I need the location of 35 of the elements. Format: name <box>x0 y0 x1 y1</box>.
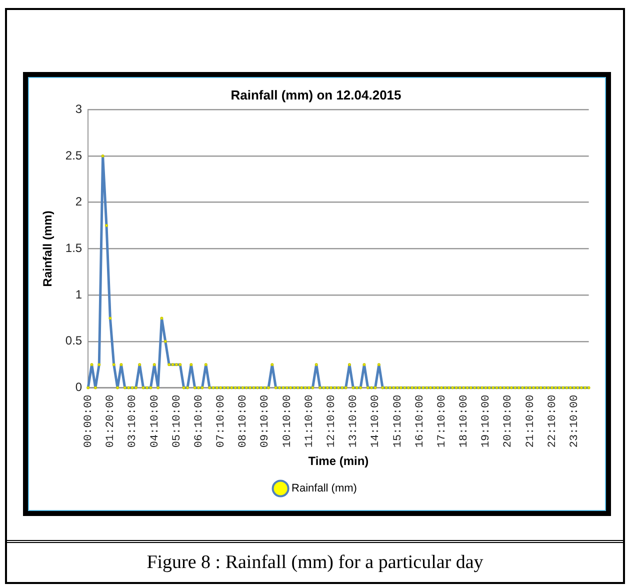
x-tick-label: 12:10:00 <box>326 394 338 448</box>
x-tick-label: 11:10:00 <box>304 394 316 448</box>
x-tick-label: 19:10:00 <box>480 394 493 448</box>
y-tick-label: 0.5 <box>65 334 82 348</box>
x-tick-label: 00:00:00 <box>82 394 95 448</box>
x-tick-label: 14:10:00 <box>370 394 382 448</box>
x-tick-label: 13:10:00 <box>348 394 360 448</box>
y-tick-label: 2 <box>75 194 82 209</box>
x-tick-label: 01:20:00 <box>105 394 118 448</box>
x-tick-label: 08:10:00 <box>238 394 250 448</box>
caption: Figure 8 : Rainfall (mm) for a particular day <box>7 540 623 583</box>
x-tick-label: 06:10:00 <box>193 394 206 448</box>
x-tick-label: 17:10:00 <box>436 394 448 448</box>
y-tick-label: 1.5 <box>65 241 82 256</box>
y-tick-label: 2.5 <box>65 148 82 162</box>
x-tick-label: 16:10:00 <box>414 394 426 448</box>
y-tick-label: 0 <box>75 380 82 394</box>
x-tick-label: 18:10:00 <box>458 394 471 448</box>
chart-title: Rainfall (mm) on 12.04.2015 <box>230 87 402 102</box>
x-tick-label: 15:10:00 <box>392 394 404 448</box>
x-tick-label: 07:10:00 <box>216 394 228 448</box>
x-axis-title: Time (min) <box>308 454 369 468</box>
x-tick-label: 04:10:00 <box>149 394 162 448</box>
x-tick-label: 22:10:00 <box>546 394 559 448</box>
x-tick-label: 03:10:00 <box>127 394 140 448</box>
x-tick-label: 10:10:00 <box>282 394 294 448</box>
y-axis-title: Rainfall (mm) <box>40 210 55 287</box>
y-tick-label: 1 <box>75 287 82 302</box>
x-tick-label: 20:10:00 <box>502 394 515 448</box>
legend-label: Rainfall (mm) <box>292 482 357 495</box>
y-tick-label: 3 <box>75 102 82 116</box>
x-tick-label: 23:10:00 <box>568 394 581 448</box>
x-tick-label: 09:10:00 <box>260 394 272 448</box>
x-tick-label: 21:10:00 <box>524 394 537 448</box>
x-tick-label: 05:10:00 <box>171 394 184 448</box>
